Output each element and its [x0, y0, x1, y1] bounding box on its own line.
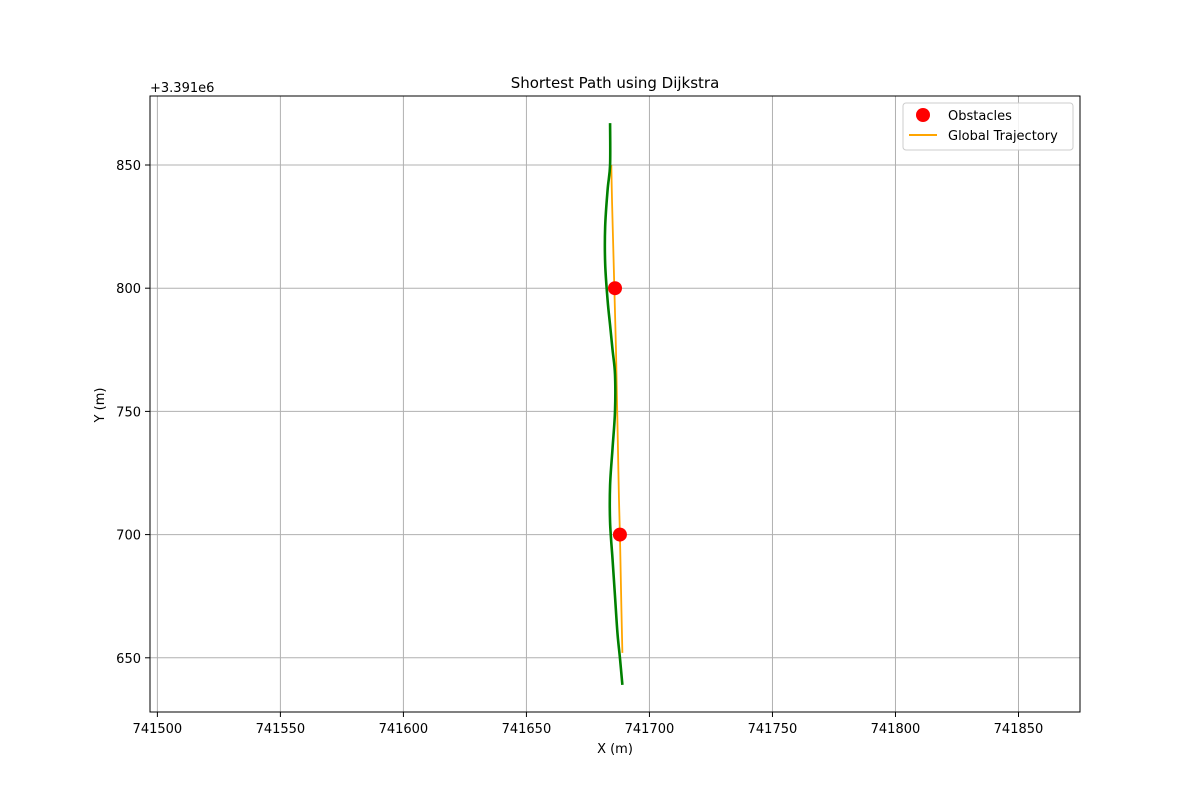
global-trajectory-line — [610, 164, 624, 653]
x-tick-label: 741800 — [871, 722, 921, 737]
y-tick-label: 800 — [116, 282, 141, 297]
plot-frame — [149, 95, 1081, 713]
y-tick-label: 650 — [116, 652, 141, 667]
chart-title: Shortest Path using Dijkstra — [511, 74, 720, 92]
x-axis-label: X (m) — [597, 742, 633, 757]
x-tick-label: 741700 — [625, 722, 675, 737]
obstacle-point — [612, 527, 627, 542]
y-tick-label: 750 — [116, 405, 141, 420]
y-tick-label: 850 — [116, 159, 141, 174]
y-axis-label: Y (m) — [93, 388, 108, 424]
x-axis-ticks: 741500 741550 741600 741650 741700 741750 7418… — [133, 712, 1044, 737]
legend-obstacles-marker — [916, 108, 930, 122]
plot-series — [603, 123, 627, 686]
legend-box — [902, 102, 1074, 151]
legend: Obstacles Global Trajectory — [902, 102, 1074, 151]
legend-obstacles-label: Obstacles — [948, 109, 1012, 124]
shortest-path-line — [603, 123, 624, 686]
y-axis-ticks: 650 700 750 800 850 — [116, 159, 150, 667]
y-offset-label: +3.391e6 — [150, 81, 214, 96]
x-tick-label: 741850 — [994, 722, 1044, 737]
legend-trajectory-label: Global Trajectory — [948, 129, 1058, 144]
grid — [150, 96, 1080, 712]
x-tick-label: 741600 — [379, 722, 429, 737]
obstacle-point — [608, 281, 622, 296]
x-tick-label: 741550 — [256, 722, 306, 737]
x-tick-label: 741500 — [133, 722, 183, 737]
x-tick-label: 741750 — [748, 722, 798, 737]
x-tick-label: 741650 — [502, 722, 552, 737]
y-tick-label: 700 — [116, 529, 141, 544]
